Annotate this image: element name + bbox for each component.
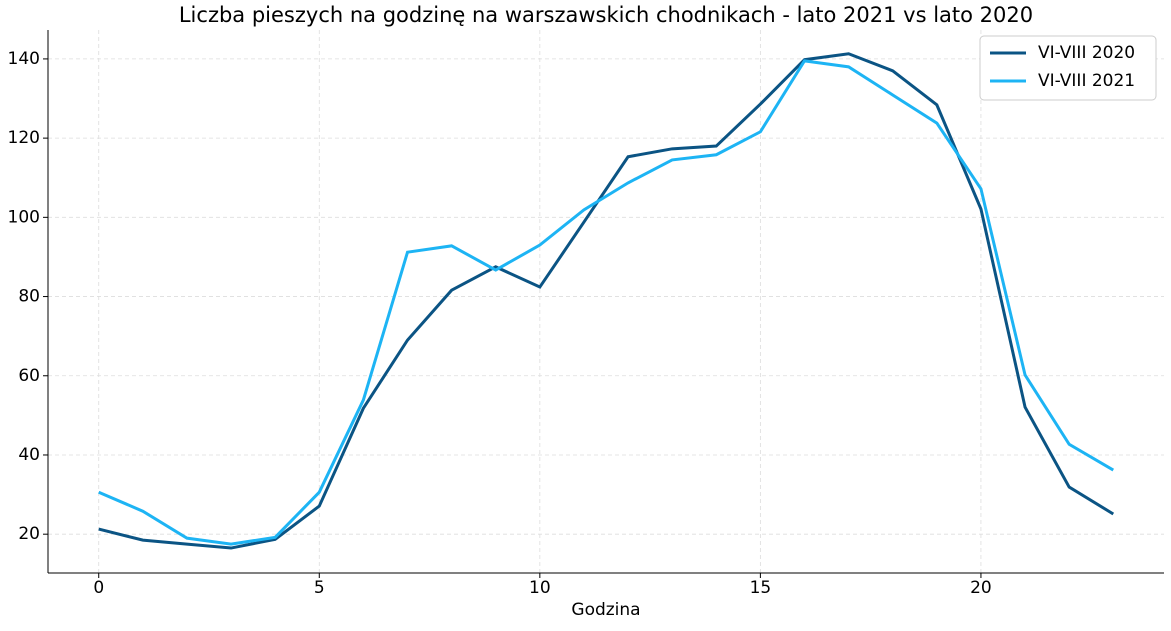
x-tick-label: 5	[314, 578, 325, 598]
x-tick-label: 0	[93, 578, 104, 598]
x-tick-label: 20	[970, 578, 992, 598]
series-line	[98, 59, 1115, 546]
x-tick-label: 10	[529, 578, 551, 598]
x-tick-label: 15	[750, 578, 772, 598]
y-tick-label: 80	[18, 287, 40, 307]
chart-title: Liczba pieszych na godzinę na warszawski…	[179, 3, 1033, 27]
legend-label: VI-VIII 2021	[1038, 71, 1135, 91]
y-tick-label: 20	[18, 524, 40, 544]
y-tick-label: 60	[18, 366, 40, 386]
y-tick-label: 140	[8, 49, 40, 69]
y-tick-label: 120	[8, 128, 40, 148]
legend-label: VI-VIII 2020	[1038, 43, 1135, 63]
y-tick-label: 100	[8, 207, 40, 227]
x-axis-label: Godzina	[571, 600, 640, 620]
series-line	[98, 52, 1115, 550]
y-tick-label: 40	[18, 445, 40, 465]
